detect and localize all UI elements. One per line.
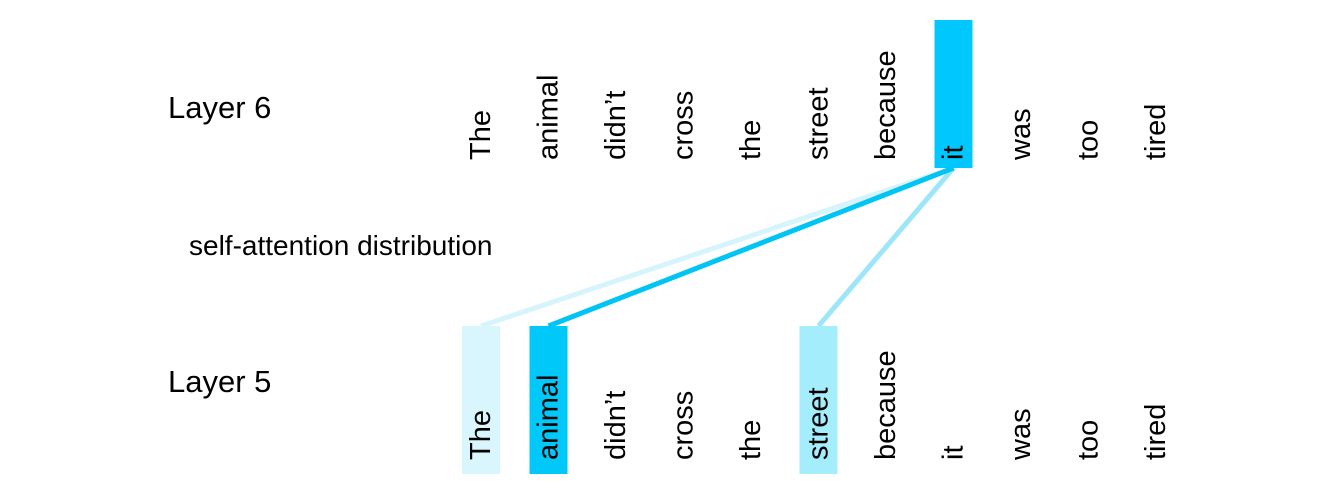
layer-5-token-cross: cross [668,391,700,460]
layer-5-token-too: too [1073,420,1105,460]
attention-lines [480,165,956,329]
layer-6-token-the: The [465,110,497,160]
layer-6-token-street: street [803,87,835,160]
caption: self-attention distribution [189,230,493,261]
layer-5-highlight-the [462,326,500,474]
layer-6-tokens: The animal didn’t cross the street because it wa… [465,20,1172,168]
attention-line-the [480,165,955,329]
layer-6-token-because: because [870,50,902,160]
attention-line-street [816,166,956,328]
layer-6-token-it: it [938,146,970,161]
layer-6-token-didnt: didn’t [600,91,632,160]
layer-5-token-tired: tired [1140,404,1172,460]
layer-6-label: Layer 6 [168,90,272,125]
layer-6-token-cross: cross [668,91,700,160]
layer-5-token-animal: animal [533,375,565,460]
layer-5-token-street: street [803,387,835,460]
layer-6-token-too: too [1073,120,1105,160]
layer-6-token-tired: tired [1140,104,1172,160]
layer-5-token-because: because [870,350,902,460]
attention-line-animal [547,165,955,329]
layer-5-highlight-animal [529,326,568,474]
layer-6-token-was: was [1005,108,1037,161]
layer-5-token-the: The [465,410,497,460]
layer-6-highlight-it [934,20,973,168]
layer-5-label: Layer 5 [168,364,272,399]
layer-5-token-the: the [735,420,767,460]
layer-6-token-the: the [735,120,767,160]
layer-5-highlight-street [799,326,838,474]
layer-5-tokens: The animal didn’t cross the street because it wa… [462,326,1172,474]
layer-6-token-animal: animal [533,75,565,160]
layer-5-token-it: it [938,446,970,461]
layer-5-token-didnt: didn’t [600,391,632,460]
layer-5-token-was: was [1005,408,1037,461]
